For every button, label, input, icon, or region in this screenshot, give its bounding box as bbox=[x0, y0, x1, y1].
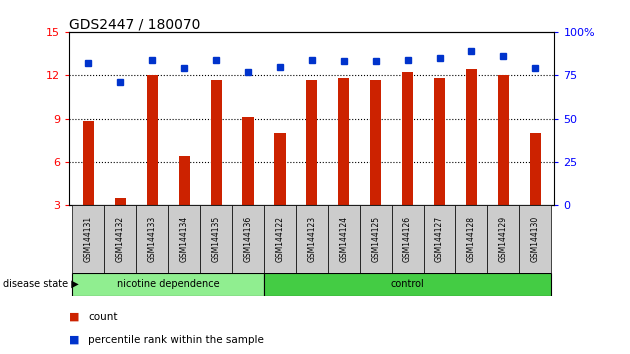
Text: GSM144124: GSM144124 bbox=[340, 216, 348, 262]
Text: GSM144126: GSM144126 bbox=[403, 216, 412, 262]
Bar bbox=[328, 205, 360, 273]
Bar bbox=[168, 205, 200, 273]
Bar bbox=[306, 80, 318, 205]
Text: GSM144130: GSM144130 bbox=[530, 216, 540, 262]
Bar bbox=[72, 273, 264, 296]
Text: GSM144136: GSM144136 bbox=[244, 216, 253, 262]
Bar bbox=[147, 75, 158, 205]
Bar bbox=[370, 80, 381, 205]
Text: GSM144123: GSM144123 bbox=[307, 216, 316, 262]
Bar bbox=[243, 117, 254, 205]
Text: GSM144129: GSM144129 bbox=[499, 216, 508, 262]
Bar bbox=[402, 72, 413, 205]
Text: GSM144133: GSM144133 bbox=[148, 216, 157, 262]
Text: count: count bbox=[88, 312, 118, 322]
Bar bbox=[274, 133, 285, 205]
Bar bbox=[210, 80, 222, 205]
Bar bbox=[423, 205, 455, 273]
Bar bbox=[264, 205, 296, 273]
Bar bbox=[72, 205, 105, 273]
Bar bbox=[338, 78, 350, 205]
Text: GSM144132: GSM144132 bbox=[116, 216, 125, 262]
Bar bbox=[232, 205, 264, 273]
Bar bbox=[392, 205, 423, 273]
Bar bbox=[434, 78, 445, 205]
Text: disease state ▶: disease state ▶ bbox=[3, 279, 79, 289]
Bar bbox=[264, 273, 551, 296]
Bar bbox=[498, 75, 509, 205]
Bar bbox=[83, 121, 94, 205]
Bar bbox=[179, 156, 190, 205]
Text: GSM144135: GSM144135 bbox=[212, 216, 220, 262]
Text: GSM144125: GSM144125 bbox=[371, 216, 380, 262]
Bar bbox=[115, 198, 126, 205]
Bar bbox=[466, 69, 477, 205]
Text: GSM144122: GSM144122 bbox=[275, 216, 284, 262]
Bar bbox=[488, 205, 519, 273]
Bar bbox=[136, 205, 168, 273]
Bar bbox=[519, 205, 551, 273]
Text: ■: ■ bbox=[69, 335, 80, 345]
Bar bbox=[530, 133, 541, 205]
Bar bbox=[105, 205, 136, 273]
Text: GSM144127: GSM144127 bbox=[435, 216, 444, 262]
Bar bbox=[360, 205, 392, 273]
Text: GDS2447 / 180070: GDS2447 / 180070 bbox=[69, 18, 201, 32]
Text: GSM144131: GSM144131 bbox=[84, 216, 93, 262]
Text: GSM144128: GSM144128 bbox=[467, 216, 476, 262]
Bar bbox=[455, 205, 488, 273]
Text: nicotine dependence: nicotine dependence bbox=[117, 279, 219, 289]
Bar bbox=[200, 205, 232, 273]
Text: GSM144134: GSM144134 bbox=[180, 216, 189, 262]
Bar bbox=[296, 205, 328, 273]
Text: ■: ■ bbox=[69, 312, 80, 322]
Text: percentile rank within the sample: percentile rank within the sample bbox=[88, 335, 264, 345]
Text: control: control bbox=[391, 279, 425, 289]
